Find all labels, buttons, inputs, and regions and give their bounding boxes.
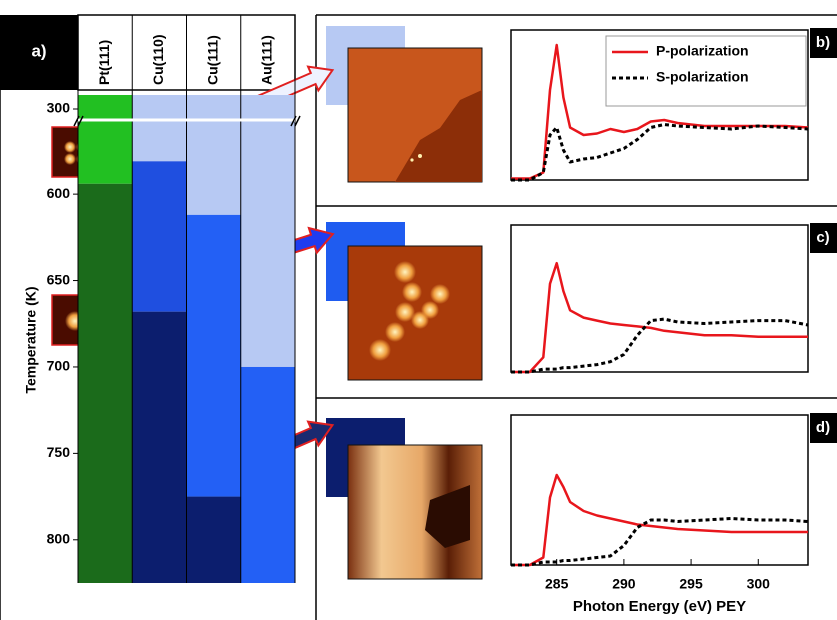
spectrum-line	[511, 123, 809, 182]
y-tick-label: 650	[47, 271, 71, 287]
y-tick-label: 600	[47, 185, 71, 201]
column-label: Cu(110)	[150, 34, 166, 85]
phase-band	[186, 496, 241, 583]
panel-label-box	[810, 413, 837, 443]
column-label: Au(111)	[259, 35, 275, 85]
spectrum-line	[511, 317, 809, 374]
phase-band	[132, 161, 187, 312]
x-tick-label: 290	[612, 576, 636, 592]
phase-band	[132, 95, 187, 162]
legend-label: S-polarization	[656, 69, 749, 85]
plot-frame	[510, 414, 809, 566]
x-tick-label: 300	[747, 576, 771, 592]
x-tick-label: 295	[679, 576, 703, 592]
y-tick-label: 750	[47, 444, 71, 460]
spectrum-line	[511, 517, 809, 567]
panel-label: a)	[31, 41, 46, 60]
stm-image	[347, 444, 483, 580]
legend-box	[605, 35, 807, 107]
panel-label: c)	[816, 229, 829, 246]
panel-label: d)	[816, 419, 830, 436]
panel-label-box	[0, 15, 78, 90]
phase-band	[78, 183, 133, 583]
panel-label: b)	[816, 34, 830, 51]
x-tick-label: 285	[545, 576, 569, 592]
plot-frame	[510, 224, 809, 373]
column-label: Cu(111)	[204, 35, 220, 85]
y-tick-label: 800	[47, 530, 71, 546]
spectrum-line	[511, 261, 808, 374]
stm-image	[347, 245, 483, 381]
axis-break-mark	[73, 115, 80, 127]
phase-band	[240, 366, 295, 583]
axis-break-mark	[77, 115, 84, 127]
phase-band	[132, 311, 187, 583]
plot-frame	[510, 29, 809, 181]
spectrum-line	[511, 473, 808, 567]
axis-break-mark	[290, 115, 297, 127]
axis-break-mark	[294, 115, 301, 127]
column-label: Pt(111)	[96, 40, 112, 85]
phase-band	[186, 214, 241, 497]
x-axis-label: Photon Energy (eV) PEY	[573, 598, 746, 615]
legend-label: P-polarization	[656, 43, 749, 59]
spectrum-line	[511, 43, 809, 180]
panel-label-box	[810, 223, 837, 253]
stm-image	[347, 47, 483, 183]
panel-label-box	[810, 28, 837, 58]
phase-band	[186, 95, 241, 215]
phase-band	[78, 95, 133, 184]
y-tick-label: 300	[47, 100, 71, 116]
y-axis-label: Temperature (K)	[23, 286, 39, 393]
y-tick-label: 700	[47, 358, 71, 374]
phase-band	[240, 95, 295, 367]
